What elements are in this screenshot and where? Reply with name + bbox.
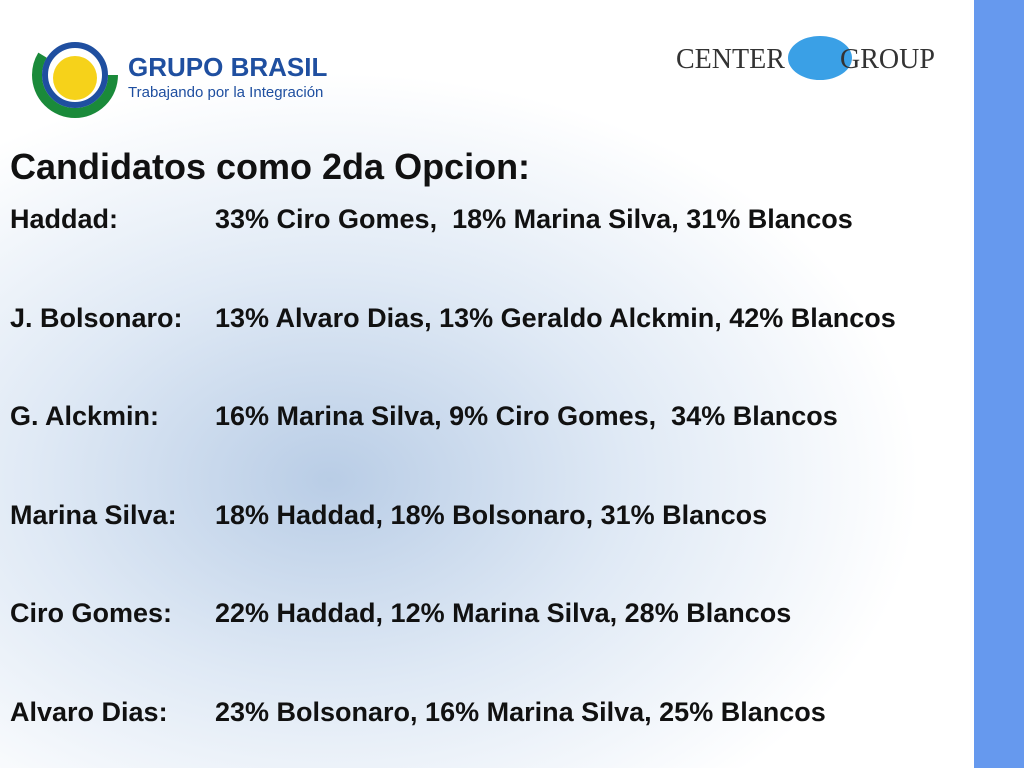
options: 16% Marina Silva, 9% Ciro Gomes, 34% Bla… (215, 401, 838, 431)
options: 23% Bolsonaro, 16% Marina Silva, 25% Bla… (215, 696, 826, 727)
row: Haddad: 33% Ciro Gomes, 18% Marina Silva,… (10, 204, 853, 235)
row: Marina Silva: 18% Haddad, 18% Bolsonaro, … (10, 499, 767, 531)
logo-text: GROUP (840, 44, 935, 75)
candidate: Alvaro Dias: (10, 696, 168, 727)
candidate: Marina Silva: (10, 499, 177, 530)
candidate: Ciro Gomes: (10, 598, 173, 628)
heading: Candidatos como 2da Opcion: (10, 146, 531, 187)
options: 22% Haddad, 12% Marina Silva, 28% Blanco… (215, 598, 792, 628)
options: 18% Haddad, 18% Bolsonaro, 31% Blancos (215, 499, 768, 530)
logo-subtitle: Trabajando por la Integración (128, 84, 323, 101)
row: G. Alckmin: 16% Marina Silva, 9% Ciro Gom… (10, 401, 838, 432)
logo-text: CENTER (676, 44, 785, 75)
logo-title: GRUPO BRASIL (128, 52, 327, 82)
candidate: Haddad: (10, 204, 118, 234)
logo-center-group: CENTER GROUP (676, 36, 935, 80)
logo-grupo-brasil: GRUPO BRASIL Trabajando por la Integraci… (32, 32, 327, 118)
options: 13% Alvaro Dias, 13% Geraldo Alckmin, 42… (215, 302, 896, 333)
row: J. Bolsonaro: 13% Alvaro Dias, 13% Gerald… (10, 302, 896, 334)
row: Alvaro Dias: 23% Bolsonaro, 16% Marina Si… (10, 696, 826, 728)
side-bar (974, 0, 1024, 768)
row: Ciro Gomes: 22% Haddad, 12% Marina Silva,… (10, 598, 791, 629)
candidate: G. Alckmin: (10, 401, 160, 431)
candidate: J. Bolsonaro: (10, 302, 183, 333)
options: 33% Ciro Gomes, 18% Marina Silva, 31% Bl… (215, 204, 853, 234)
